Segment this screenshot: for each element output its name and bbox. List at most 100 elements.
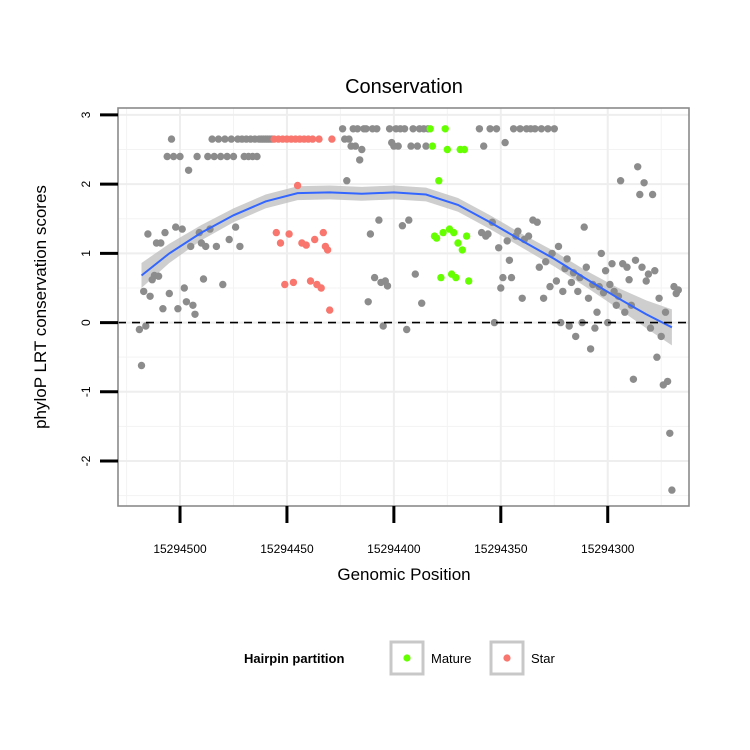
data-point-mature — [452, 273, 460, 282]
data-point-other — [584, 294, 593, 302]
data-point-other — [157, 239, 165, 247]
data-point-other — [586, 345, 595, 353]
data-point-other — [221, 135, 229, 143]
data-point-other — [661, 308, 670, 316]
data-point-other — [217, 152, 225, 161]
data-point-other — [169, 152, 178, 161]
data-point-other — [616, 177, 625, 185]
data-point-other — [668, 486, 676, 494]
data-point-other — [362, 125, 370, 133]
data-point-mature — [460, 145, 469, 154]
data-point-other — [413, 142, 422, 150]
data-point-other — [550, 125, 558, 133]
data-point-other — [674, 286, 682, 294]
data-point-star — [272, 228, 280, 237]
data-point-other — [663, 377, 672, 386]
chart-title: Conservation — [345, 76, 463, 98]
data-point-other — [531, 125, 539, 133]
data-point-other — [653, 353, 661, 361]
plot-border — [117, 107, 690, 507]
data-point-other — [253, 152, 261, 161]
data-point-other — [495, 244, 503, 252]
x-tick-label: 15294350 — [474, 542, 528, 556]
data-point-other — [546, 282, 554, 291]
data-point-other — [610, 287, 618, 296]
data-point-mature — [458, 246, 466, 254]
smooth-fit-layer — [140, 191, 673, 329]
data-point-other — [509, 125, 518, 133]
data-point-other — [345, 135, 353, 143]
data-point-other — [189, 301, 197, 309]
data-point-star — [276, 239, 285, 247]
data-point-other — [591, 324, 599, 332]
data-point-other — [353, 125, 362, 133]
data-point-other — [227, 135, 235, 143]
data-point-other — [629, 375, 638, 383]
data-point-other — [644, 270, 653, 278]
data-point-other — [199, 275, 208, 283]
data-point-other — [574, 287, 582, 296]
x-tick-label: 15294400 — [367, 542, 421, 556]
data-point-other — [514, 227, 522, 235]
data-point-star — [326, 306, 334, 314]
data-point-other — [548, 249, 556, 258]
data-point-other — [144, 230, 152, 238]
data-point-other — [187, 242, 195, 251]
data-point-mature — [426, 125, 434, 133]
data-point-star — [306, 277, 315, 285]
data-point-other — [535, 263, 543, 271]
series-star — [270, 135, 336, 314]
data-point-other — [422, 142, 430, 150]
data-point-other — [236, 242, 244, 251]
data-point-other — [518, 294, 526, 302]
data-point-star — [315, 135, 323, 143]
data-point-mature — [462, 232, 471, 240]
data-point-other — [338, 125, 347, 133]
data-point-other — [165, 289, 173, 298]
data-point-star — [328, 135, 336, 143]
data-point-other — [475, 125, 484, 133]
data-point-star — [311, 235, 319, 244]
data-point-mature — [454, 239, 462, 247]
legend-label-mature: Mature — [431, 651, 471, 666]
data-point-other — [666, 429, 674, 437]
data-point-other — [655, 294, 663, 302]
data-point-other — [407, 142, 415, 150]
data-point-star — [317, 284, 325, 292]
legend-key-star — [489, 640, 525, 676]
data-point-other — [229, 152, 238, 161]
plot-background — [118, 108, 689, 506]
data-point-other — [163, 152, 171, 161]
data-point-other — [601, 267, 610, 275]
data-point-other — [552, 277, 561, 285]
data-point-other — [375, 216, 383, 224]
data-point-other — [379, 322, 387, 330]
data-point-other — [565, 322, 573, 330]
data-point-other — [411, 270, 419, 278]
data-point-star — [289, 278, 298, 287]
data-point-other — [657, 332, 665, 341]
data-point-other — [554, 242, 563, 251]
data-point-other — [364, 298, 372, 306]
legend-title: Hairpin partition — [244, 651, 344, 666]
data-point-other — [539, 294, 548, 302]
data-point-other — [146, 292, 154, 300]
y-tick-label: -1 — [79, 386, 93, 397]
data-point-other — [172, 223, 180, 231]
data-point-other — [182, 298, 191, 306]
data-point-other — [184, 166, 193, 174]
data-point-star — [281, 280, 289, 289]
y-axis-title: phyloP LRT conservation scores — [31, 185, 50, 429]
data-point-other — [210, 152, 218, 161]
data-point-mature — [428, 142, 437, 150]
data-point-other — [343, 177, 351, 185]
data-point-other — [625, 276, 633, 284]
data-point-mature — [439, 228, 447, 237]
legend-item-mature: Mature — [389, 640, 471, 676]
data-point-other — [597, 249, 605, 258]
data-point-other — [202, 242, 210, 251]
data-point-other — [212, 242, 221, 251]
legend-item-star: Star — [489, 640, 556, 676]
data-point-other — [208, 135, 216, 143]
